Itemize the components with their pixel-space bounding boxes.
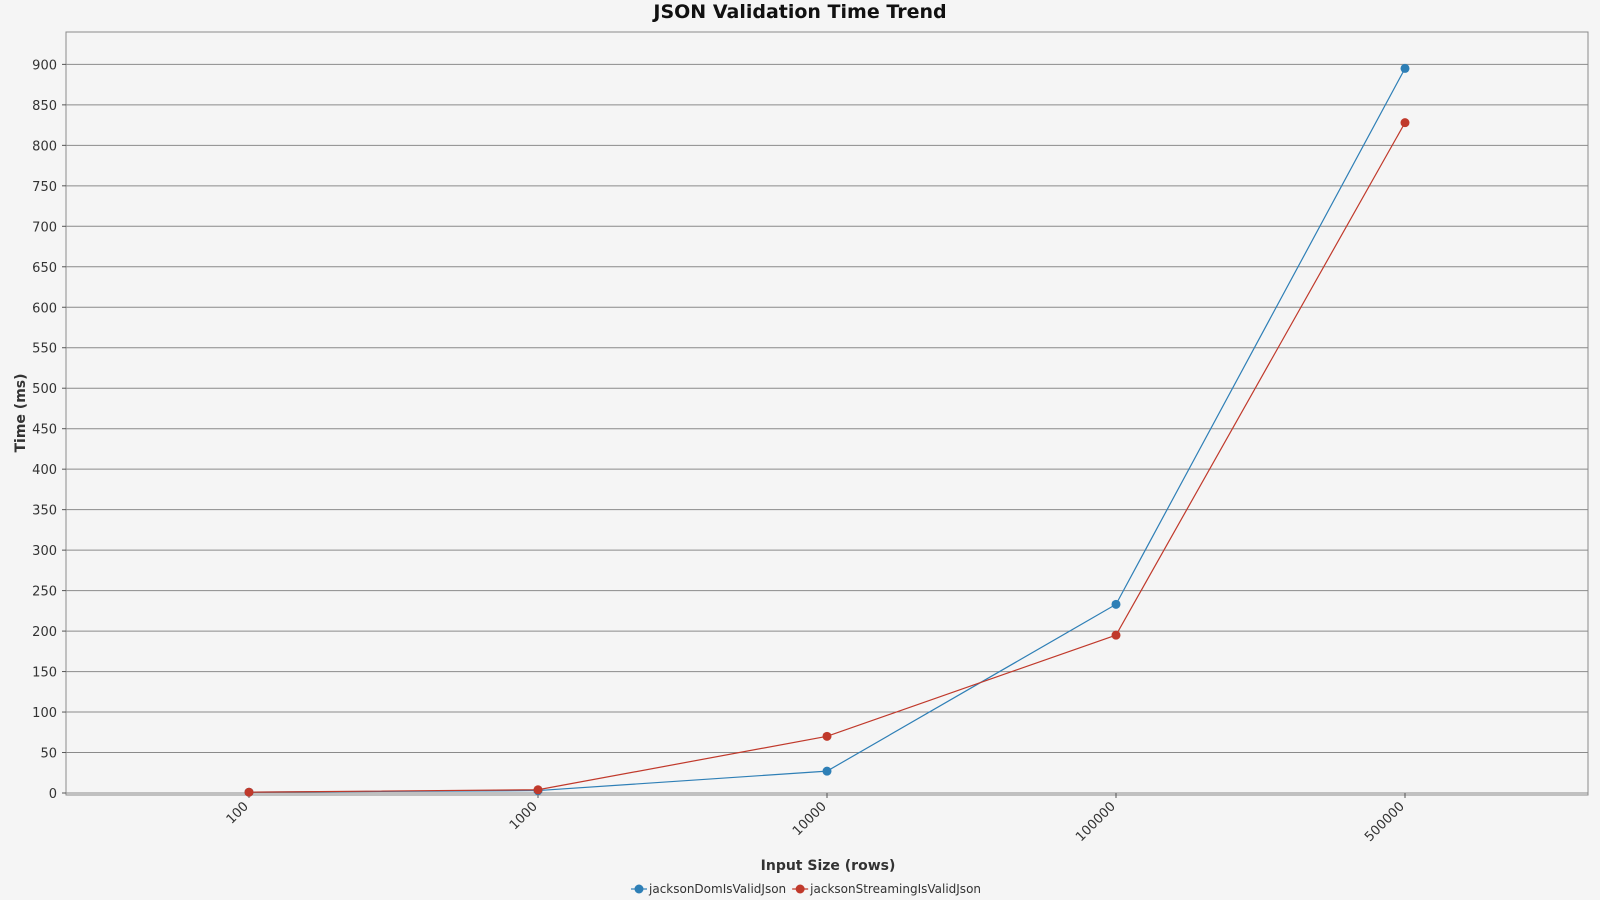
- data-point: [1400, 63, 1410, 73]
- y-tick-label: 800: [32, 139, 57, 154]
- data-point: [533, 785, 543, 795]
- y-tick-label: 500: [32, 382, 57, 397]
- y-tick-label: 400: [32, 463, 57, 478]
- series-1: [244, 118, 1410, 797]
- grid-lines: [66, 63, 1588, 794]
- x-tick-label: 100000: [1073, 799, 1119, 845]
- y-axis-label: Time (ms): [13, 373, 29, 452]
- data-point: [1111, 599, 1121, 609]
- y-tick-label: 250: [32, 585, 57, 600]
- y-tick-label: 200: [32, 625, 57, 640]
- y-axis-ticks: 0 50 100 150 200 250 300 350 400 450 500 550 600 650 7…: [32, 58, 66, 802]
- plot-area: [65, 31, 1589, 796]
- data-point: [822, 766, 832, 776]
- data-point: [244, 787, 254, 797]
- y-tick-label: 50: [40, 747, 57, 762]
- y-tick-label: 0: [49, 787, 57, 802]
- x-tick-label: 10000: [790, 799, 830, 839]
- y-tick-label: 350: [32, 504, 57, 519]
- y-tick-label: 900: [32, 58, 57, 73]
- series-layer: [244, 63, 1410, 797]
- y-tick-label: 450: [32, 423, 57, 438]
- data-point: [1400, 118, 1410, 128]
- x-tick-label: 100: [224, 799, 252, 827]
- data-point: [822, 731, 832, 741]
- legend-label: jacksonDomIsValidJson: [648, 882, 786, 896]
- y-tick-label: 650: [32, 261, 57, 276]
- x-axis-ticks: 100 1000 10000 100000 500000: [224, 793, 1408, 845]
- legend-marker: [634, 884, 644, 894]
- y-tick-label: 100: [32, 706, 57, 721]
- y-tick-label: 600: [32, 301, 57, 316]
- x-tick-label: 500000: [1362, 799, 1408, 845]
- y-tick-label: 750: [32, 180, 57, 195]
- legend-item-0: jacksonDomIsValidJson: [631, 882, 786, 896]
- y-tick-label: 700: [32, 220, 57, 235]
- x-tick-label: 1000: [507, 799, 541, 833]
- y-tick-label: 150: [32, 666, 57, 681]
- y-tick-label: 300: [32, 544, 57, 559]
- legend-marker: [795, 884, 805, 894]
- y-tick-label: 850: [32, 99, 57, 114]
- data-point: [1111, 630, 1121, 640]
- legend-item-1: jacksonStreamingIsValidJson: [792, 882, 981, 896]
- x-axis-label: Input Size (rows): [761, 858, 896, 874]
- chart-title: JSON Validation Time Trend: [651, 1, 946, 23]
- y-tick-label: 550: [32, 342, 57, 357]
- legend: jacksonDomIsValidJson jacksonStreamingIsV…: [631, 882, 981, 896]
- legend-label: jacksonStreamingIsValidJson: [809, 882, 981, 896]
